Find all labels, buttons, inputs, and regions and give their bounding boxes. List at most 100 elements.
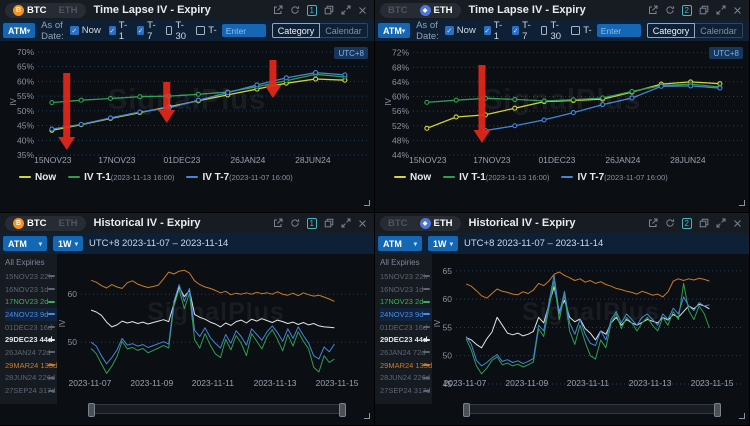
- resize-handle[interactable]: [739, 200, 745, 206]
- close-icon[interactable]: [358, 6, 367, 15]
- refresh-icon[interactable]: [290, 218, 300, 228]
- close-icon[interactable]: [733, 6, 742, 15]
- atm-dropdown[interactable]: ATM ▾: [3, 23, 36, 38]
- checkbox-t[interactable]: T-: [196, 24, 266, 37]
- checkbox-checked-icon[interactable]: ✓: [483, 26, 491, 35]
- expiry-item-27sep24-317d[interactable]: 27SEP24 317d: [380, 384, 432, 397]
- duplicate-icon[interactable]: [324, 5, 334, 15]
- expiry-item-15nov23-22h[interactable]: 15NOV23 22h: [5, 270, 57, 283]
- resize-handle[interactable]: [739, 413, 745, 419]
- share-icon[interactable]: [273, 218, 283, 228]
- expiry-item-24nov23-9d[interactable]: 24NOV23 9d: [380, 308, 432, 321]
- t-custom-input[interactable]: [221, 24, 266, 37]
- fullscreen-icon[interactable]: [716, 5, 726, 15]
- slider-handle-left[interactable]: [463, 402, 470, 417]
- window-number-badge[interactable]: 2: [681, 217, 692, 229]
- expiry-item-26jan24-72d[interactable]: 26JAN24 72d: [380, 346, 432, 359]
- refresh-icon[interactable]: [290, 5, 300, 15]
- resize-handle[interactable]: [364, 200, 370, 206]
- share-icon[interactable]: [273, 5, 283, 15]
- checkbox-unchecked-icon[interactable]: [165, 26, 173, 35]
- coin-tab-btc[interactable]: BTC: [382, 4, 414, 17]
- coin-tab-eth[interactable]: ◆ ETH: [414, 217, 459, 230]
- duplicate-icon[interactable]: [699, 218, 709, 228]
- checkbox-t-30[interactable]: T-30: [540, 20, 564, 42]
- period-dropdown[interactable]: 1W ▾: [428, 236, 458, 251]
- expiry-item-17nov23-2d[interactable]: 17NOV23 2d: [5, 295, 57, 308]
- historical-chart-btc[interactable]: 50 60 IV 2023-11-07 2023-11-09 2023-11-11 2023…: [57, 258, 375, 390]
- checkbox-unchecked-icon[interactable]: [196, 26, 206, 35]
- expiry-item-17nov23-2d[interactable]: 17NOV23 2d: [380, 295, 432, 308]
- fullscreen-icon[interactable]: [716, 218, 726, 228]
- legend-item-now[interactable]: Now: [394, 172, 431, 183]
- duplicate-icon[interactable]: [699, 5, 709, 15]
- coin-tab-btc[interactable]: B BTC: [7, 217, 53, 230]
- window-number-badge[interactable]: 1: [306, 4, 317, 16]
- duplicate-icon[interactable]: [324, 218, 334, 228]
- atm-dropdown[interactable]: ATM ▾: [3, 236, 47, 251]
- share-icon[interactable]: [648, 5, 658, 15]
- checkbox-checked-icon[interactable]: ✓: [444, 26, 454, 35]
- checkbox-t-30[interactable]: T-30: [165, 20, 189, 42]
- checkbox-t-7[interactable]: ✓ T-7: [512, 20, 532, 42]
- t-custom-input[interactable]: [596, 24, 641, 37]
- checkbox-now[interactable]: ✓ Now: [444, 25, 476, 36]
- coin-toggle[interactable]: B BTC ETH: [5, 2, 86, 18]
- coin-toggle[interactable]: BTC ◆ ETH: [380, 215, 461, 231]
- fullscreen-icon[interactable]: [341, 5, 351, 15]
- coin-tab-eth[interactable]: ETH: [53, 4, 84, 17]
- expiry-item-28jun24-226d[interactable]: 28JUN24 226d: [5, 372, 57, 385]
- expiry-item-16nov23-1d[interactable]: 16NOV23 1d: [380, 283, 432, 296]
- checkbox-t-1[interactable]: ✓ T-1: [483, 20, 504, 42]
- timelapse-chart-btc[interactable]: 35% 40% 45% 50% 55% 60% 65% 70% IV 15NOV23 17NOV23…: [0, 41, 375, 167]
- window-number-badge[interactable]: 1: [306, 217, 317, 229]
- checkbox-t[interactable]: T-: [571, 24, 641, 37]
- close-icon[interactable]: [358, 219, 367, 228]
- expiry-item-26jan24-72d[interactable]: 26JAN24 72d: [5, 346, 57, 359]
- refresh-icon[interactable]: [665, 218, 675, 228]
- refresh-icon[interactable]: [665, 5, 675, 15]
- resize-handle[interactable]: [364, 413, 370, 419]
- share-icon[interactable]: [648, 218, 658, 228]
- coin-tab-eth[interactable]: ETH: [53, 217, 84, 230]
- legend-item-now[interactable]: Now: [19, 172, 56, 183]
- checkbox-checked-icon[interactable]: ✓: [137, 26, 145, 35]
- expiry-item-29mar24-135d[interactable]: 29MAR24 135d: [5, 359, 57, 372]
- close-icon[interactable]: [733, 219, 742, 228]
- checkbox-checked-icon[interactable]: ✓: [108, 26, 116, 35]
- coin-toggle[interactable]: BTC ◆ ETH: [380, 2, 461, 18]
- expiry-item-24nov23-9d[interactable]: 24NOV23 9d: [5, 308, 57, 321]
- timelapse-chart-eth[interactable]: 44% 48% 52% 56% 60% 64% 68% 72% IV 15NOV23 17NOV23…: [375, 41, 750, 167]
- legend-item-iv-t-1[interactable]: IV T-1 (2023-11-13 16:00): [68, 172, 174, 183]
- coin-tab-eth[interactable]: ◆ ETH: [414, 4, 459, 17]
- expiry-item-29mar24-135d[interactable]: 29MAR24 135d: [380, 359, 432, 372]
- category-button[interactable]: Category: [271, 23, 321, 38]
- calendar-button[interactable]: Calendar: [694, 23, 743, 38]
- expiry-item-29dec23-44d[interactable]: 29DEC23 44d: [380, 333, 432, 346]
- atm-dropdown[interactable]: ATM ▾: [378, 23, 411, 38]
- window-number-badge[interactable]: 2: [681, 4, 692, 16]
- historical-chart-eth[interactable]: 45 50 55 60 65 IV 2023-11-07 2023-11-09 2023-11-…: [432, 258, 750, 390]
- time-range-slider[interactable]: [463, 402, 721, 417]
- atm-dropdown[interactable]: ATM ▾: [378, 236, 422, 251]
- period-dropdown[interactable]: 1W ▾: [53, 236, 83, 251]
- legend-item-iv-t-7[interactable]: IV T-7 (2023-11-07 16:00): [561, 172, 668, 183]
- checkbox-t-1[interactable]: ✓ T-1: [108, 20, 129, 42]
- slider-handle-right[interactable]: [339, 402, 346, 417]
- slider-handle-left[interactable]: [88, 402, 95, 417]
- checkbox-checked-icon[interactable]: ✓: [512, 26, 520, 35]
- expiry-item-27sep24-317d[interactable]: 27SEP24 317d: [5, 384, 57, 397]
- fullscreen-icon[interactable]: [341, 218, 351, 228]
- expiry-item-01dec23-16d[interactable]: 01DEC23 16d: [5, 321, 57, 334]
- checkbox-t-7[interactable]: ✓ T-7: [137, 20, 157, 42]
- legend-item-iv-t-7[interactable]: IV T-7 (2023-11-07 16:00): [186, 172, 293, 183]
- checkbox-unchecked-icon[interactable]: [540, 26, 548, 35]
- calendar-button[interactable]: Calendar: [319, 23, 368, 38]
- checkbox-now[interactable]: ✓ Now: [69, 25, 101, 36]
- coin-tab-btc[interactable]: B BTC: [7, 4, 53, 17]
- expiry-item-28jun24-226d[interactable]: 28JUN24 226d: [380, 372, 432, 385]
- expiry-item-01dec23-16d[interactable]: 01DEC23 16d: [380, 321, 432, 334]
- slider-handle-right[interactable]: [714, 402, 721, 417]
- time-range-slider[interactable]: [88, 402, 346, 417]
- expiry-item-29dec23-44d[interactable]: 29DEC23 44d: [5, 333, 57, 346]
